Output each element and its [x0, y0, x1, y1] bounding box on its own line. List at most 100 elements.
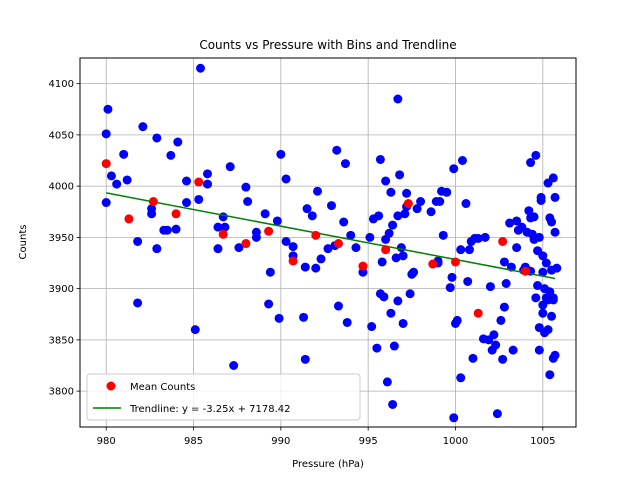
data-point	[499, 302, 509, 312]
data-point	[538, 267, 548, 277]
data-point	[548, 173, 558, 183]
grid	[80, 58, 576, 427]
data-point	[225, 162, 235, 172]
data-point	[106, 171, 116, 181]
data-point	[323, 244, 333, 254]
data-point	[182, 198, 192, 208]
mean-point	[498, 236, 508, 246]
data-point	[182, 176, 192, 186]
data-point	[449, 413, 459, 423]
data-point	[548, 295, 558, 305]
data-point	[213, 244, 223, 254]
data-point	[251, 232, 261, 242]
data-point	[386, 308, 396, 318]
data-point	[512, 216, 522, 226]
data-point	[552, 263, 562, 273]
y-axis-label: Counts	[18, 225, 29, 260]
data-point	[196, 63, 206, 73]
data-point	[533, 281, 543, 291]
data-point	[473, 233, 483, 243]
trendline	[106, 192, 556, 280]
data-point	[468, 353, 478, 363]
data-point	[190, 325, 200, 335]
x-tick-label: 980	[97, 436, 116, 447]
data-point	[213, 222, 223, 232]
x-tick-label: 1005	[530, 436, 555, 447]
data-point	[550, 227, 560, 237]
plot-frame	[79, 57, 577, 428]
data-point	[386, 187, 396, 197]
data-point	[381, 176, 391, 186]
data-point	[496, 315, 506, 325]
data-point	[243, 197, 253, 206]
data-point	[402, 188, 412, 198]
x-tick-label: 990	[271, 436, 290, 447]
data-point	[524, 206, 534, 216]
data-point	[194, 194, 204, 204]
data-point	[438, 230, 448, 240]
data-point	[445, 283, 455, 293]
y-tick-label: 3800	[49, 387, 74, 398]
data-point	[492, 409, 502, 419]
data-point	[489, 330, 499, 340]
data-point	[365, 232, 375, 242]
data-point	[547, 311, 557, 321]
data-point	[538, 308, 548, 318]
chart-title: Counts vs Pressure with Bins and Trendli…	[199, 38, 456, 52]
data-point	[162, 225, 172, 235]
legend-mean-label: Mean Counts	[130, 382, 195, 393]
data-point	[550, 350, 560, 360]
data-point	[299, 312, 309, 322]
data-point	[447, 272, 457, 282]
data-point	[550, 192, 560, 202]
data-point	[400, 209, 410, 219]
x-tick-label: 985	[184, 436, 203, 447]
data-point	[547, 217, 557, 227]
data-point	[456, 245, 466, 255]
mean-point	[264, 226, 274, 236]
data-point	[119, 149, 129, 159]
data-point	[377, 257, 387, 267]
y-tick-label: 4050	[49, 130, 74, 141]
data-point	[173, 137, 183, 147]
data-point	[505, 218, 515, 228]
data-point	[449, 164, 459, 174]
data-point	[311, 263, 321, 273]
mean-point	[403, 199, 413, 209]
data-point	[501, 279, 511, 288]
data-point	[276, 149, 286, 159]
data-point	[463, 276, 473, 286]
data-point	[435, 197, 445, 206]
data-point	[396, 243, 406, 253]
data-point	[491, 340, 501, 350]
data-point	[288, 242, 298, 252]
x-axis-label: Pressure (hPa)	[292, 459, 364, 470]
y-tick-label: 3900	[49, 284, 74, 295]
mean-point	[311, 230, 321, 240]
data-point	[264, 299, 274, 309]
data-point	[543, 325, 553, 335]
mean-point	[148, 197, 158, 206]
data-point	[272, 216, 282, 226]
axis-ticks: 980 985 990 995 1000 1005 3800 3850 3900 3950 4000…	[49, 79, 556, 447]
data-point	[339, 217, 349, 227]
data-point	[382, 377, 392, 387]
data-point	[375, 154, 385, 164]
mean-point	[124, 214, 134, 224]
data-point	[316, 254, 326, 264]
data-point	[138, 122, 148, 132]
mean-point	[171, 209, 181, 219]
data-point	[332, 145, 342, 155]
data-point	[416, 197, 426, 206]
mean-point	[218, 229, 228, 239]
data-point	[393, 211, 403, 221]
data-point	[260, 209, 270, 219]
data-point	[412, 204, 422, 214]
data-point	[545, 370, 555, 380]
data-point	[122, 175, 132, 185]
mean-point	[381, 245, 391, 255]
data-point	[372, 343, 382, 353]
mean-point	[241, 239, 251, 249]
data-point	[202, 179, 212, 189]
